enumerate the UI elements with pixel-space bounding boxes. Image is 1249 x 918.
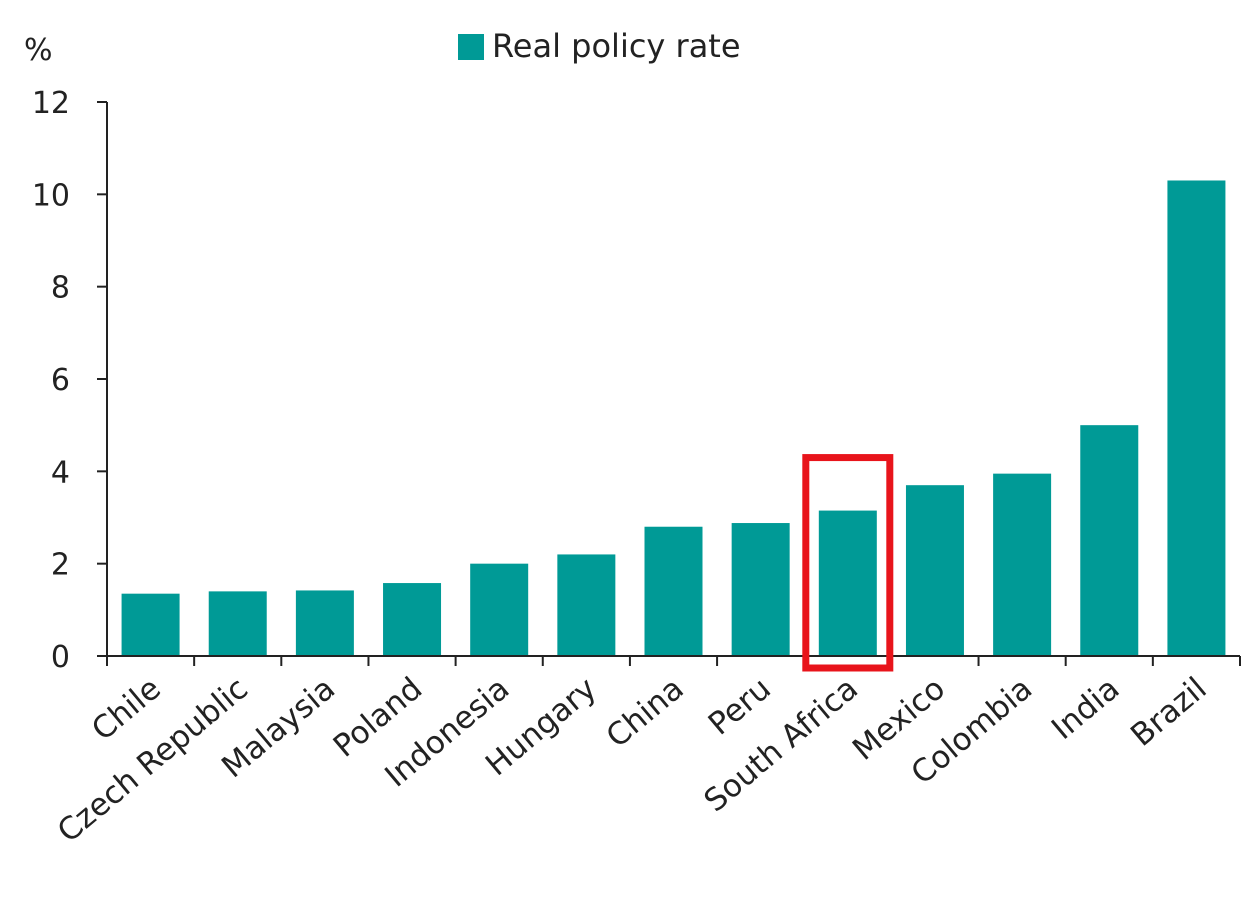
y-tick-label: 6 <box>51 363 70 398</box>
x-tick-label: Brazil <box>1124 671 1213 754</box>
bar-china <box>644 526 703 656</box>
bar-chile <box>121 593 180 656</box>
y-tick-label: 2 <box>51 548 70 583</box>
y-tick-label: 4 <box>51 455 70 490</box>
legend: Real policy rate <box>458 27 741 65</box>
bar-hungary <box>557 554 616 656</box>
x-tick-label: China <box>600 671 691 756</box>
highlight-layer <box>802 454 894 672</box>
x-tick-label: India <box>1045 671 1126 747</box>
bar-indonesia <box>470 563 529 656</box>
bar-mexico <box>905 485 964 656</box>
x-tick-label: South Africa <box>698 671 865 820</box>
y-tick-label: 12 <box>32 86 70 121</box>
bar-czech-republic <box>208 591 267 656</box>
bar-india <box>1080 425 1139 656</box>
y-tick-label: 10 <box>32 178 70 213</box>
bar-south-africa <box>818 510 877 656</box>
bar-peru <box>731 523 790 656</box>
bars <box>121 180 1226 656</box>
x-axis <box>106 655 1241 666</box>
y-tick-label: 8 <box>51 271 70 306</box>
x-tick-label: Peru <box>702 671 778 743</box>
bar-brazil <box>1167 180 1226 656</box>
bar-colombia <box>993 473 1052 656</box>
y-axis: 0 2 4 6 8 10 12 <box>32 86 108 675</box>
y-tick-label: 0 <box>51 640 70 675</box>
bar-poland <box>383 583 442 656</box>
highlight-box <box>802 454 894 672</box>
y-axis-unit-label: % <box>24 33 53 68</box>
legend-swatch <box>458 34 484 60</box>
legend-label: Real policy rate <box>492 27 741 65</box>
bar-malaysia <box>295 590 354 656</box>
